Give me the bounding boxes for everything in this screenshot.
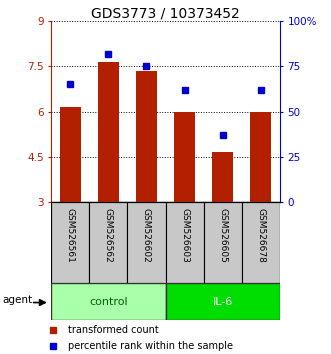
Bar (51, 202, 89, 283)
Bar (136, 71, 157, 202)
Bar (204, 202, 242, 283)
Text: transformed count: transformed count (68, 325, 158, 335)
Bar (89, 202, 127, 283)
Bar (212, 152, 233, 202)
Bar (242, 202, 280, 283)
Bar (60, 107, 81, 202)
Text: percentile rank within the sample: percentile rank within the sample (68, 341, 233, 350)
Text: GSM526605: GSM526605 (218, 208, 227, 263)
Text: control: control (89, 297, 128, 307)
Bar (51, 283, 166, 320)
Text: agent: agent (3, 295, 33, 305)
Bar (166, 283, 280, 320)
Text: GSM526561: GSM526561 (66, 208, 75, 263)
Bar (98, 62, 119, 202)
Text: GSM526678: GSM526678 (256, 208, 265, 263)
Text: GSM526603: GSM526603 (180, 208, 189, 263)
Bar (166, 202, 204, 283)
Text: GSM526562: GSM526562 (104, 208, 113, 263)
Title: GDS3773 / 10373452: GDS3773 / 10373452 (91, 6, 240, 20)
Bar (174, 112, 195, 202)
Bar (127, 202, 166, 283)
Text: GSM526602: GSM526602 (142, 208, 151, 263)
Text: IL-6: IL-6 (213, 297, 233, 307)
Bar (250, 112, 271, 202)
